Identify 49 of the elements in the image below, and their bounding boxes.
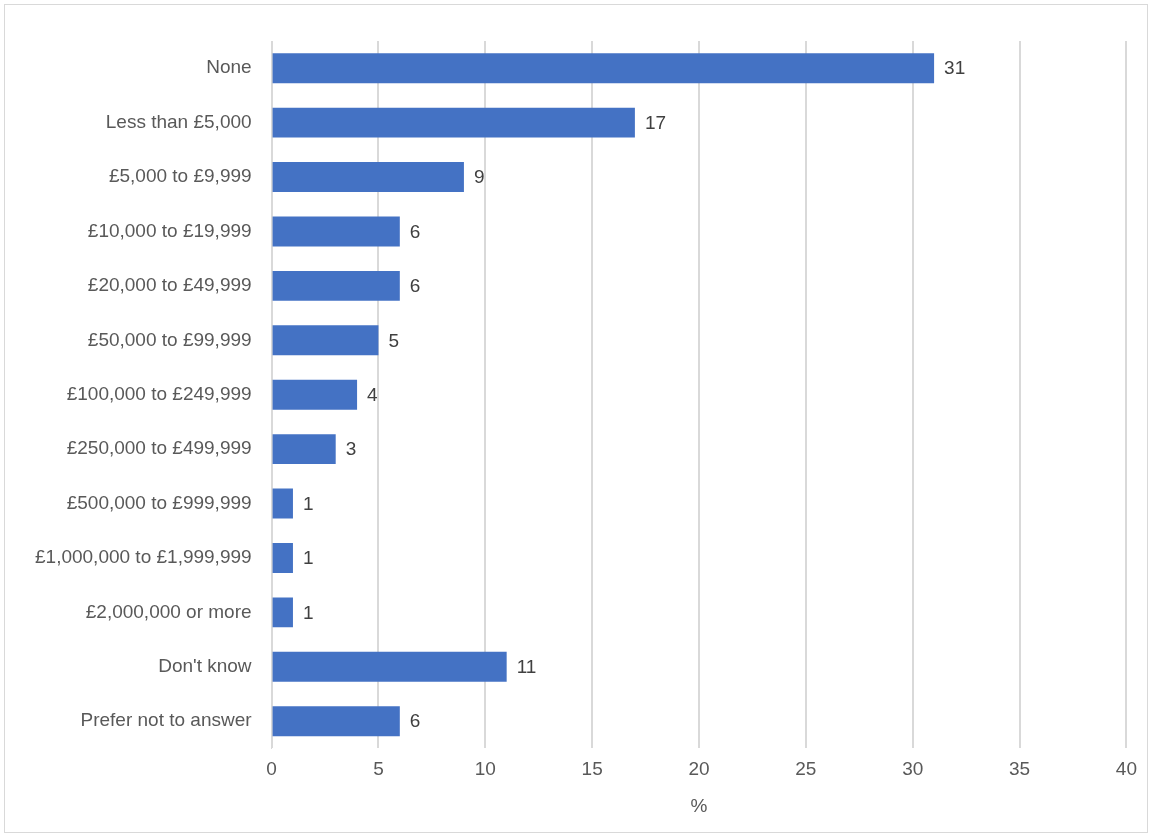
y-tick-label: £1,000,000 to £1,999,999: [35, 546, 252, 568]
y-tick-label: Don't know: [158, 655, 252, 677]
bar: [272, 162, 464, 192]
bar: [272, 325, 379, 356]
data-label: 6: [409, 710, 421, 732]
data-label: 6: [409, 275, 421, 297]
data-label: 11: [516, 656, 537, 678]
y-tick-label: £5,000 to £9,999: [108, 165, 252, 187]
bar: [272, 379, 358, 410]
y-tick-label: None: [206, 56, 252, 78]
data-label: 17: [644, 111, 667, 133]
y-tick-label: £20,000 to £49,999: [87, 274, 252, 296]
bar: [272, 107, 635, 138]
data-label: 1: [302, 601, 314, 623]
x-tick-label: 20: [688, 758, 710, 780]
x-tick-label: 15: [581, 758, 603, 780]
y-tick-label: £100,000 to £249,999: [66, 382, 252, 404]
data-label: 6: [409, 220, 421, 242]
bar: [272, 542, 293, 573]
bar: [272, 434, 336, 465]
bar: [272, 706, 400, 737]
y-tick-label: £500,000 to £999,999: [66, 491, 252, 513]
y-tick-label: £50,000 to £99,999: [87, 328, 252, 350]
x-axis-title: %: [690, 794, 708, 816]
bar: [272, 651, 507, 682]
y-tick-label: Less than £5,000: [105, 110, 252, 132]
x-tick-label: 0: [266, 758, 277, 780]
data-label: 4: [367, 383, 379, 405]
bar: [272, 597, 293, 628]
data-label: 3: [345, 438, 357, 460]
x-tick-label: 30: [902, 758, 924, 780]
x-tick-label: 35: [1009, 758, 1031, 780]
y-tick-label: £2,000,000 or more: [85, 600, 252, 622]
data-label: 1: [302, 547, 314, 569]
data-label: 9: [473, 166, 485, 188]
y-tick-label: £10,000 to £19,999: [87, 219, 252, 241]
y-tick-label: £250,000 to £499,999: [66, 437, 252, 459]
bar: [272, 270, 400, 301]
bar: [272, 53, 935, 84]
x-tick-label: 40: [1115, 758, 1137, 780]
x-tick-label: 10: [474, 758, 496, 780]
bar: [272, 216, 400, 247]
data-label: 5: [388, 329, 400, 351]
y-tick-label: Prefer not to answer: [80, 709, 253, 731]
data-label: 31: [944, 57, 966, 79]
data-label: 1: [302, 492, 314, 514]
x-tick-label: 5: [373, 758, 384, 780]
x-tick-label: 25: [795, 758, 817, 780]
bar: [272, 488, 293, 519]
